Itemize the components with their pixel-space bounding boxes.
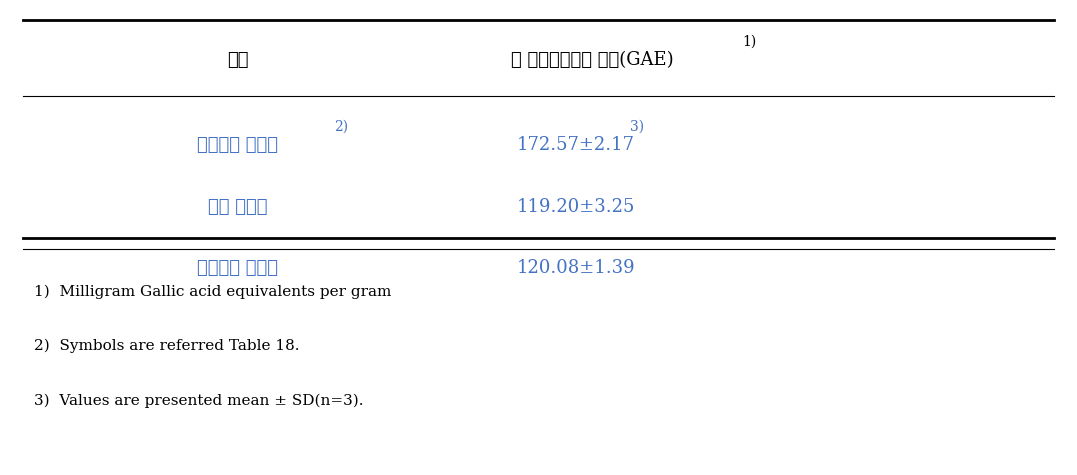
Text: 119.20±3.25: 119.20±3.25 (517, 198, 635, 216)
Text: 동결건조 하수오: 동결건조 하수오 (197, 259, 278, 277)
Text: 120.08±1.39: 120.08±1.39 (517, 259, 635, 277)
Text: 172.57±2.17: 172.57±2.17 (517, 136, 635, 154)
Text: 3): 3) (630, 120, 644, 133)
Text: 3)  Values are presented mean ± SD(n=3).: 3) Values are presented mean ± SD(n=3). (33, 393, 363, 408)
Text: 2): 2) (334, 120, 349, 133)
Text: 충 플라보노이드 함량(GAE): 충 플라보노이드 함량(GAE) (510, 51, 673, 69)
Text: 2)  Symbols are referred Table 18.: 2) Symbols are referred Table 18. (33, 339, 299, 353)
Text: 1)  Milligram Gallic acid equivalents per gram: 1) Milligram Gallic acid equivalents per… (33, 285, 391, 299)
Text: 시료: 시료 (227, 51, 249, 69)
Text: 음건 하수오: 음건 하수오 (208, 198, 267, 216)
Text: 1): 1) (743, 35, 757, 48)
Text: 열풍건조 하수오: 열풍건조 하수오 (197, 136, 278, 154)
